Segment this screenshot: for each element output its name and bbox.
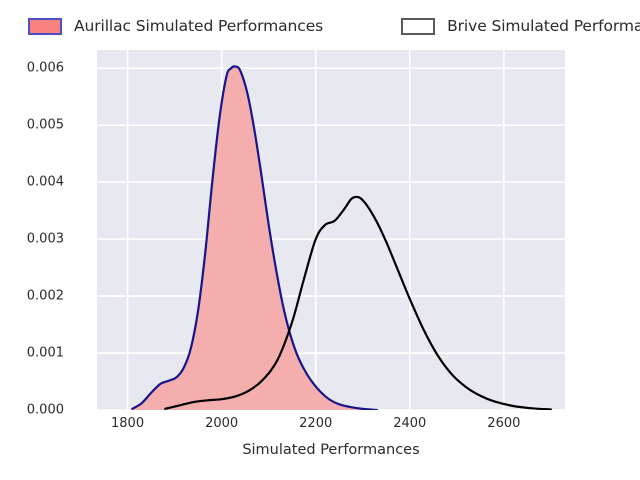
y-tick-label: 0.003	[26, 231, 64, 247]
x-axis-label: Simulated Performances	[242, 442, 420, 458]
series-fill-0	[132, 66, 377, 410]
series-line-1	[164, 195, 552, 410]
y-tick-label: 0.000	[26, 402, 64, 418]
legend-entry-aurillac[interactable]: Aurillac Simulated Performances	[28, 17, 323, 35]
x-tick-label: 2200	[299, 416, 333, 431]
data-series-layer	[131, 65, 552, 410]
legend-label-brive: Brive Simulated Performances	[447, 17, 640, 35]
legend-swatch-brive-icon	[401, 17, 436, 35]
plot-canvas	[97, 50, 565, 410]
y-tick-label: 0.006	[26, 60, 64, 76]
legend-swatch-aurillac-icon	[28, 17, 62, 35]
chart-legend: Aurillac Simulated Performances Brive Si…	[0, 8, 640, 44]
y-tick-label: 0.004	[26, 174, 64, 190]
plot-area	[97, 50, 565, 410]
y-tick-label: 0.002	[26, 288, 64, 304]
gridlines	[97, 50, 565, 410]
legend-label-aurillac: Aurillac Simulated Performances	[74, 17, 324, 35]
legend-entry-brive[interactable]: Brive Simulated Performances	[401, 17, 640, 35]
y-tick-label: 0.001	[26, 345, 64, 361]
x-tick-label: 2000	[205, 416, 239, 431]
y-tick-label: 0.005	[26, 117, 64, 133]
series-line-0	[131, 65, 378, 410]
x-tick-label: 1800	[111, 416, 145, 431]
x-tick-label: 2600	[487, 416, 521, 431]
x-tick-label: 2400	[393, 416, 427, 431]
